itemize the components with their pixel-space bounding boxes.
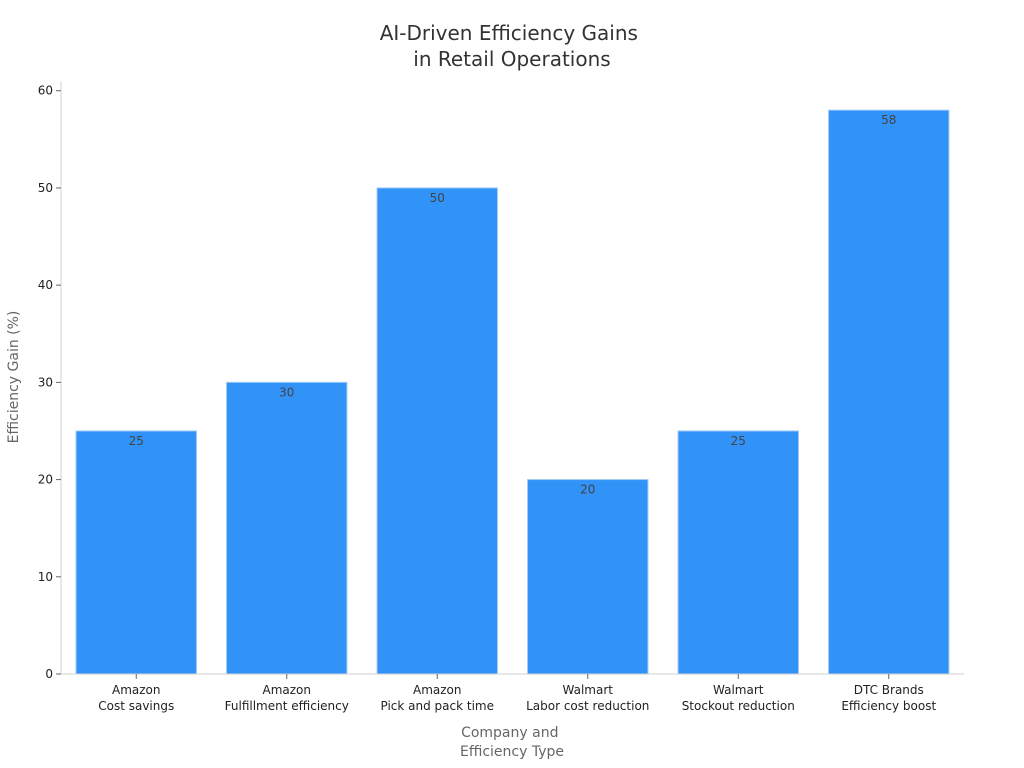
data-label: 20 [580, 483, 595, 497]
x-tick-label-line: Walmart [713, 683, 764, 697]
x-tick-label-line: Amazon [112, 683, 161, 697]
x-tick-label: Amazon Cost savings [98, 683, 174, 713]
x-tick-label: Walmart Stockout reduction [682, 683, 795, 713]
x-tick-label-line: Efficiency boost [841, 699, 936, 713]
y-axis-label: Efficiency Gain (%) [6, 311, 22, 444]
x-tick-label-line: Cost savings [98, 699, 174, 713]
bar [376, 187, 498, 675]
x-axis-label: Company and Efficiency Type [460, 725, 564, 760]
chart-title-line-1: AI-Driven Efficiency Gains [380, 21, 638, 45]
x-tick-label-line: DTC Brands [854, 683, 924, 697]
bar [75, 430, 197, 675]
x-tick-label: Amazon Fulfillment efficiency [225, 683, 349, 713]
bar [677, 430, 799, 675]
chart-title-line-2: in Retail Operations [413, 47, 610, 71]
x-axis-label-line-2: Efficiency Type [460, 744, 564, 760]
data-label: 58 [881, 113, 896, 127]
x-tick-label-line: Fulfillment efficiency [225, 699, 349, 713]
x-tick-label-line: Amazon [263, 683, 312, 697]
y-tick-label: 20 [38, 473, 53, 487]
bar [226, 381, 348, 675]
y-tick-label: 60 [38, 84, 53, 98]
y-tick-label: 0 [45, 667, 53, 681]
x-tick-label-line: Amazon [413, 683, 462, 697]
data-label: 25 [129, 434, 144, 448]
x-tick-label: Amazon Pick and pack time [380, 683, 494, 713]
chart-title: AI-Driven Efficiency Gains in Retail Ope… [380, 21, 645, 71]
bar [828, 109, 950, 675]
y-tick-label: 40 [38, 278, 53, 292]
data-label: 50 [430, 191, 445, 205]
x-tick-label: Walmart Labor cost reduction [526, 683, 649, 713]
bar [527, 479, 649, 675]
x-tick-label-line: Pick and pack time [380, 699, 494, 713]
x-tick-label-line: Walmart [563, 683, 614, 697]
y-tick-label: 10 [38, 570, 53, 584]
x-tick-label-line: Labor cost reduction [526, 699, 649, 713]
data-label: 30 [279, 385, 294, 399]
plot-area: 25 30 50 20 25 58 [75, 109, 950, 675]
x-tick-label: DTC Brands Efficiency boost [841, 683, 936, 713]
x-tick-label-line: Stockout reduction [682, 699, 795, 713]
x-axis-label-line-1: Company and [461, 725, 558, 741]
data-label: 25 [731, 434, 746, 448]
y-tick-label: 50 [38, 181, 53, 195]
y-tick-label: 30 [38, 375, 53, 389]
